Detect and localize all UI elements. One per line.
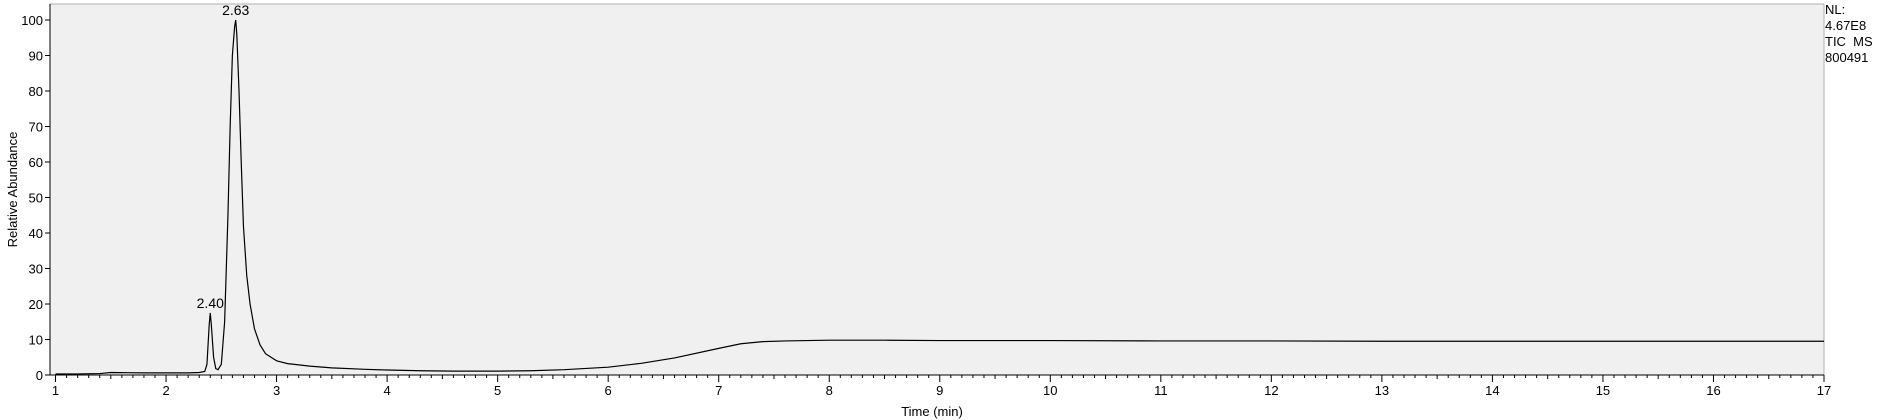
y-tick-label: 70	[29, 120, 43, 135]
y-tick-label: 60	[29, 155, 43, 170]
x-tick-label: 9	[936, 383, 943, 398]
x-axis-ticks: 1 2 3 4 5 6 7 8 9 10 11 12 13 14 15 16 17	[52, 375, 1831, 398]
x-tick-label: 15	[1596, 383, 1610, 398]
x-tick-label: 1	[52, 383, 59, 398]
x-tick-label: 13	[1375, 383, 1389, 398]
plot-background	[49, 3, 1825, 376]
y-tick-label: 50	[29, 191, 43, 206]
x-tick-label: 3	[273, 383, 280, 398]
y-tick-label: 100	[21, 13, 43, 28]
chromatogram-trace	[55, 19, 1824, 375]
x-axis-title: Time (min)	[901, 404, 963, 419]
info-line: TIC MS	[1825, 34, 1873, 49]
y-tick-label: 80	[29, 84, 43, 99]
x-tick-label: 5	[494, 383, 501, 398]
x-tick-label: 17	[1817, 383, 1831, 398]
y-tick-label: 20	[29, 297, 43, 312]
y-axis-title: Relative Abundance	[5, 132, 20, 248]
x-tick-label: 4	[383, 383, 390, 398]
x-tick-label: 7	[715, 383, 722, 398]
peak-label: 2.63	[222, 2, 249, 18]
x-tick-label: 12	[1264, 383, 1278, 398]
x-tick-label: 2	[162, 383, 169, 398]
info-line: NL:	[1825, 2, 1845, 17]
x-tick-label: 16	[1706, 383, 1720, 398]
y-tick-label: 10	[29, 333, 43, 348]
x-tick-label: 10	[1043, 383, 1057, 398]
x-tick-label: 11	[1154, 383, 1168, 398]
x-tick-label: 6	[605, 383, 612, 398]
y-tick-label: 40	[29, 226, 43, 241]
y-tick-label: 0	[36, 368, 43, 383]
x-tick-label: 14	[1485, 383, 1499, 398]
x-tick-label: 8	[826, 383, 833, 398]
peak-labels: 2.40 2.63	[197, 2, 250, 311]
y-tick-label: 30	[29, 262, 43, 277]
y-tick-label: 90	[29, 49, 43, 64]
info-line: 4.67E8	[1825, 18, 1866, 33]
info-line: 800491	[1825, 50, 1868, 65]
peak-label: 2.40	[197, 295, 224, 311]
y-axis-ticks: 0 10 20 30 40 50 60 70 80 90 100	[21, 13, 50, 383]
